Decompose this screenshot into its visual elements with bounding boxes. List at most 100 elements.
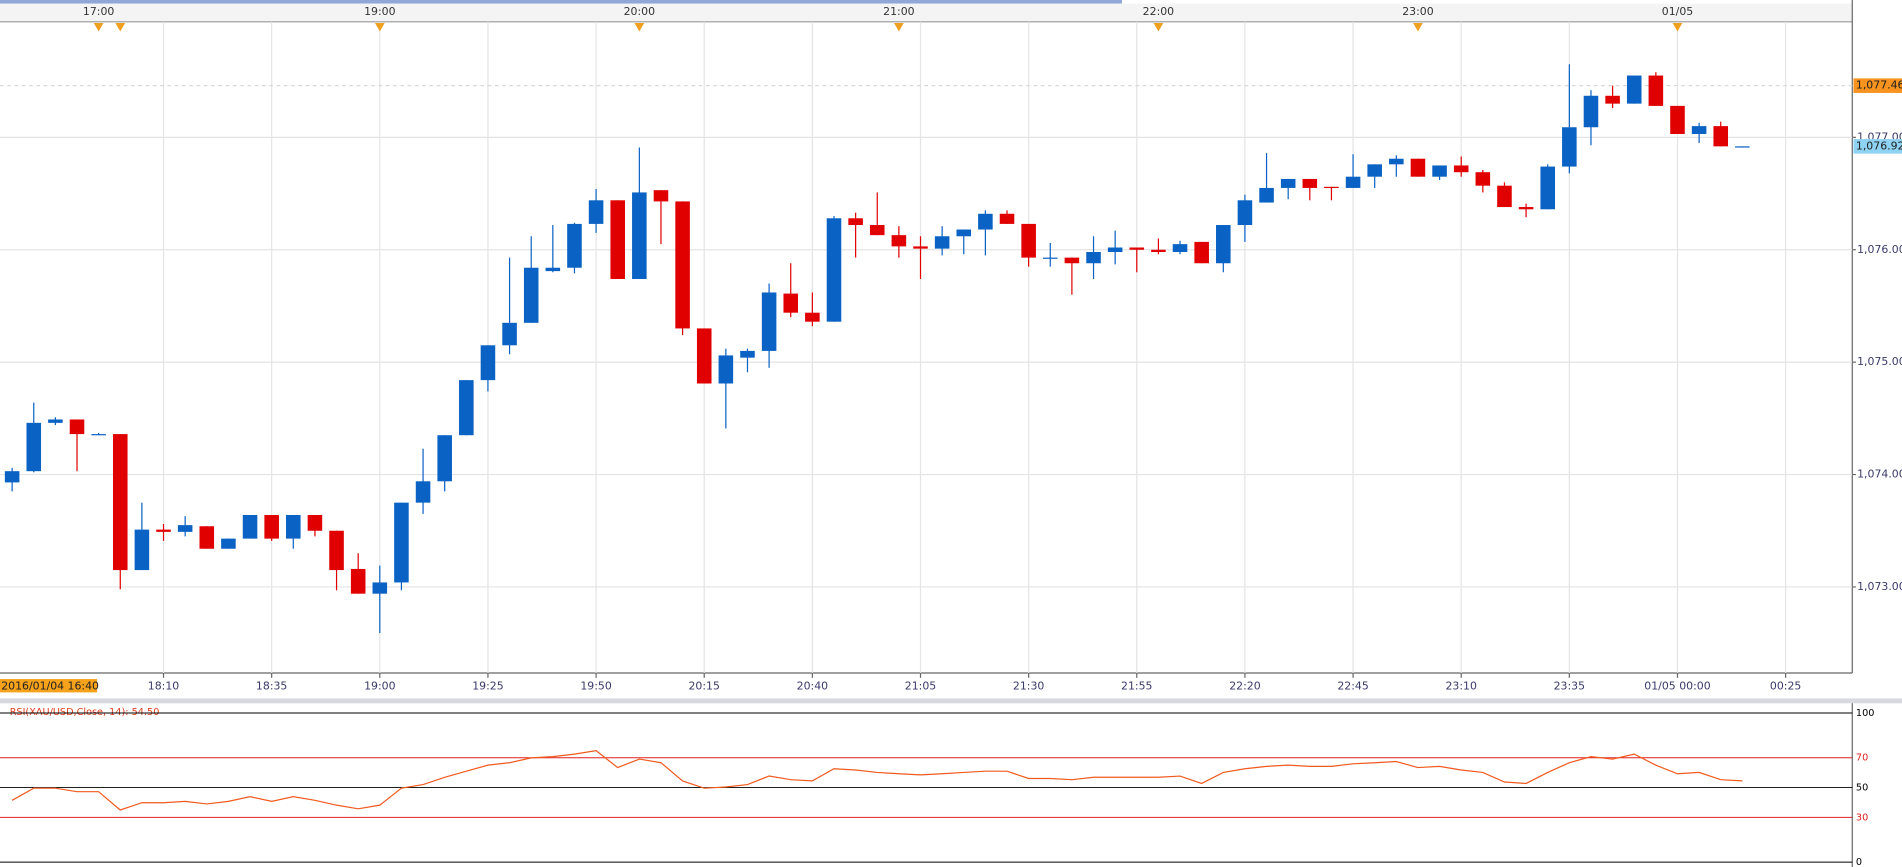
x-tick-label: 00:25: [1770, 679, 1801, 692]
candle-body: [761, 292, 777, 351]
candle-body: [1735, 146, 1750, 148]
candle-body: [1216, 225, 1231, 264]
top-axis-label: 20:00: [624, 5, 655, 18]
x-tick-label: 23:10: [1445, 679, 1476, 692]
candle-body: [718, 355, 734, 384]
candle-body: [1151, 249, 1166, 253]
candle-body: [112, 434, 128, 571]
candle-body: [372, 582, 388, 594]
candle-body: [1648, 75, 1664, 106]
price-panel: 1,073.001,074.001,075.001,076.001,077.00…: [0, 5, 1902, 693]
candle-body: [1605, 95, 1620, 104]
candle-body: [1194, 241, 1209, 264]
candle-body: [415, 481, 431, 503]
event-marker: [634, 23, 645, 32]
candle-body: [91, 434, 106, 436]
candle-body: [480, 345, 496, 381]
candle-body: [913, 246, 928, 249]
candle-body: [1453, 165, 1469, 173]
event-marker: [1153, 23, 1164, 32]
candle-body: [956, 229, 972, 237]
candle-body: [653, 190, 669, 202]
event-marker: [93, 23, 104, 32]
x-tick-label: 23:35: [1554, 679, 1585, 692]
candle-body: [632, 192, 647, 279]
candle-body: [1064, 257, 1080, 264]
candle-body: [1042, 257, 1058, 259]
candle-body: [1670, 105, 1685, 134]
x-tick-label: 21:30: [1013, 679, 1044, 692]
x-tick-label: 19:25: [472, 679, 503, 692]
x-tick-label: 19:50: [580, 679, 611, 692]
panel-splitter[interactable]: [0, 698, 1902, 704]
candle-body: [826, 218, 842, 322]
candle-body: [156, 529, 171, 532]
y-tick-label: 30: [1856, 812, 1868, 823]
candle-body: [199, 526, 215, 549]
candle-body: [1518, 207, 1534, 210]
event-marker: [115, 23, 126, 32]
candle-body: [934, 236, 950, 249]
y-tick-label: 1,076.00: [1857, 243, 1902, 256]
candle-body: [1691, 126, 1707, 134]
y-tick-label: 0: [1856, 857, 1862, 867]
top-axis-label: 19:00: [364, 5, 395, 18]
candle-body: [1280, 178, 1296, 188]
candle-body: [740, 350, 755, 358]
event-marker: [374, 23, 385, 32]
x-tick-label: 20:15: [689, 679, 720, 692]
high-marker-label: 1,077.46: [1856, 79, 1902, 92]
candle-body: [1626, 75, 1642, 104]
rsi-line: [11, 749, 1743, 811]
candle-body: [4, 471, 20, 483]
top-axis-label: 22:00: [1143, 5, 1174, 18]
rsi-title: RSI(XAU/USD,Close, 14): 54.50: [10, 707, 160, 718]
candle-body: [1259, 187, 1274, 203]
candle-body: [545, 267, 561, 272]
top-axis-label: 17:00: [83, 5, 114, 18]
x-tick-label: 21:05: [905, 679, 936, 692]
candle-body: [783, 293, 799, 313]
candle-body: [307, 515, 323, 531]
rsi-panel: RSI(XAU/USD,Close, 14): 54.50 0 30 50 70 100: [0, 707, 1874, 867]
scrollbar[interactable]: [0, 0, 1123, 4]
candle-body: [69, 419, 85, 435]
start-label: 2016/01/04 16:40: [1, 679, 99, 692]
candle-body: [1497, 185, 1512, 208]
candle-body: [999, 213, 1015, 224]
candle-body: [286, 515, 301, 539]
y-tick-label: 100: [1856, 708, 1875, 719]
candle-body: [610, 200, 625, 279]
candle-body: [523, 267, 539, 323]
candle-body: [869, 225, 885, 236]
candle-body: [891, 235, 907, 247]
candle-body: [1129, 247, 1145, 250]
candle-body: [1475, 172, 1491, 186]
candle-body: [848, 218, 863, 226]
candle-body: [588, 200, 604, 224]
x-tick-label: 18:10: [148, 679, 179, 692]
candle-body: [1345, 176, 1361, 188]
event-marker: [1413, 23, 1423, 32]
y-tick-label: 1,075.00: [1857, 355, 1902, 368]
candle-body: [1540, 166, 1555, 210]
last-price-label: 1,076.92: [1856, 139, 1902, 152]
candle-body: [1172, 244, 1188, 253]
candle-body: [1021, 223, 1036, 258]
start-label-box: [0, 679, 98, 693]
candle-body: [502, 322, 517, 346]
candle-body: [978, 213, 993, 230]
y-tick-label: 1,074.00: [1857, 468, 1902, 481]
x-tick-label: 20:40: [797, 679, 828, 692]
candle-body: [221, 538, 236, 549]
y-tick-label: 70: [1856, 753, 1868, 764]
candle-body: [242, 515, 258, 539]
candle-body: [696, 328, 712, 384]
candle-body: [26, 422, 42, 472]
candle-body: [1583, 95, 1599, 128]
y-tick-label: 1,073.00: [1857, 580, 1902, 593]
candle-body: [675, 201, 690, 329]
candle-body: [437, 435, 452, 482]
candle-body: [1562, 127, 1577, 167]
